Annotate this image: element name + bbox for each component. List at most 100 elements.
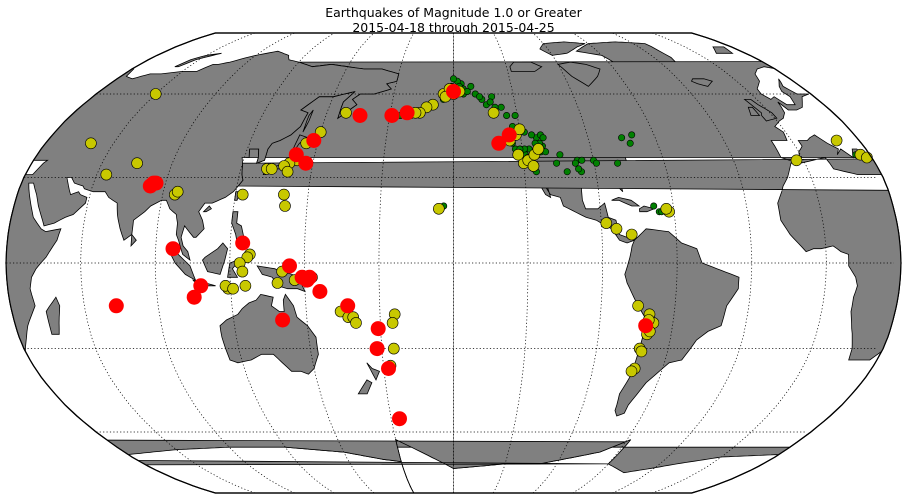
- quake-marker-medium: [625, 228, 638, 241]
- quake-marker-medium: [171, 185, 184, 198]
- quake-marker-small: [592, 159, 600, 167]
- quake-marker-small: [575, 165, 583, 173]
- quake-marker-large: [193, 278, 209, 294]
- quake-marker-medium: [149, 88, 162, 100]
- quake-marker-small: [614, 159, 622, 167]
- land-madagascar: [45, 296, 61, 335]
- quake-marker-large: [370, 321, 386, 337]
- meridian-line: [572, 32, 678, 494]
- quake-marker-medium: [632, 299, 644, 312]
- land-new-zealand-n: [366, 362, 381, 381]
- quake-marker-medium: [100, 168, 113, 181]
- quake-marker-small: [628, 131, 636, 139]
- quake-marker-large: [340, 298, 356, 314]
- land-south-america: [614, 228, 740, 417]
- quake-marker-small: [571, 159, 579, 167]
- quake-marker-medium: [487, 107, 500, 119]
- quake-marker-large: [108, 298, 124, 314]
- land-britain: [743, 99, 778, 122]
- quake-marker-large: [142, 178, 158, 194]
- quake-marker-medium: [625, 365, 638, 378]
- quake-marker-medium: [236, 188, 249, 201]
- quake-marker-medium: [660, 203, 673, 215]
- quake-marker-large: [501, 127, 517, 143]
- quake-marker-small: [486, 98, 494, 106]
- quake-marker-small: [449, 75, 457, 83]
- quake-marker-small: [467, 82, 475, 90]
- title-line-1: Earthquakes of Magnitude 1.0 or Greater: [325, 5, 582, 20]
- meridian-line: [532, 32, 604, 494]
- land-australia: [219, 293, 319, 375]
- quake-marker-medium: [600, 217, 613, 229]
- quake-marker-small: [618, 134, 626, 142]
- quake-marker-medium: [278, 188, 290, 201]
- meridian-line: [229, 32, 335, 494]
- quake-marker-medium: [387, 342, 400, 355]
- quake-marker-large: [275, 312, 291, 328]
- land-borneo: [202, 242, 229, 275]
- quake-marker-medium: [830, 134, 843, 147]
- quake-marker-medium: [527, 160, 540, 172]
- quake-marker-small: [511, 112, 519, 120]
- land-victoria-isl: [509, 61, 543, 72]
- land-ellesmere: [539, 41, 586, 56]
- quake-marker-large: [399, 105, 415, 121]
- title-line-2: 2015-04-18 through 2015-04-25: [352, 20, 555, 35]
- land-new-zealand-s: [357, 379, 373, 395]
- quake-marker-medium: [271, 277, 284, 289]
- quake-marker-medium: [512, 148, 525, 161]
- quake-marker-large: [235, 235, 251, 251]
- quake-marker-medium: [227, 282, 239, 295]
- quake-marker-large: [369, 341, 385, 357]
- map-outline: [5, 32, 902, 494]
- quake-marker-large: [638, 318, 654, 334]
- land-svalbard: [712, 46, 734, 54]
- quake-marker-large: [186, 289, 202, 305]
- quake-marker-large: [165, 241, 181, 257]
- quake-marker-medium: [340, 107, 352, 119]
- land-sakhalin: [302, 109, 314, 133]
- quake-marker-medium: [532, 143, 545, 155]
- quake-markers: [85, 75, 873, 427]
- quake-marker-small: [503, 112, 511, 120]
- quake-marker-large: [384, 108, 400, 123]
- land-baffin: [557, 61, 601, 87]
- land-ireland: [747, 106, 761, 116]
- quake-marker-small: [578, 156, 586, 164]
- quake-marker-large: [446, 84, 461, 99]
- land-hispaniola: [638, 205, 656, 213]
- quake-marker-large: [306, 133, 322, 148]
- quake-marker-medium: [281, 165, 294, 178]
- quake-marker-medium: [635, 345, 648, 358]
- quake-marker-small: [553, 159, 561, 167]
- quake-marker-medium: [432, 203, 445, 215]
- map-title: Earthquakes of Magnitude 1.0 or Greater …: [0, 5, 907, 35]
- quake-marker-small: [527, 131, 535, 139]
- quake-marker-medium: [386, 317, 399, 329]
- quake-marker-large: [392, 411, 407, 427]
- meridian-line: [303, 32, 375, 494]
- quake-marker-large: [352, 108, 368, 123]
- quake-marker-medium: [236, 265, 249, 278]
- quake-marker-large: [282, 258, 297, 274]
- quake-marker-small: [556, 151, 564, 159]
- quake-marker-medium: [265, 163, 278, 175]
- quake-marker-small: [626, 139, 634, 147]
- quake-marker-large: [381, 361, 396, 376]
- quake-marker-large: [312, 284, 328, 299]
- land-hainan: [202, 205, 212, 213]
- quake-marker-medium: [610, 223, 623, 235]
- land-cuba: [611, 196, 641, 207]
- quake-marker-large: [299, 272, 315, 288]
- quake-marker-medium: [85, 137, 97, 150]
- land-iceland: [690, 78, 714, 87]
- quake-marker-small: [539, 134, 547, 142]
- quake-marker-medium: [350, 317, 362, 329]
- quake-marker-small: [650, 202, 658, 210]
- quake-marker-large: [288, 147, 304, 163]
- quake-marker-small: [475, 93, 483, 101]
- quake-marker-medium: [790, 154, 803, 167]
- quake-marker-medium: [279, 200, 291, 212]
- quake-marker-medium: [131, 157, 143, 169]
